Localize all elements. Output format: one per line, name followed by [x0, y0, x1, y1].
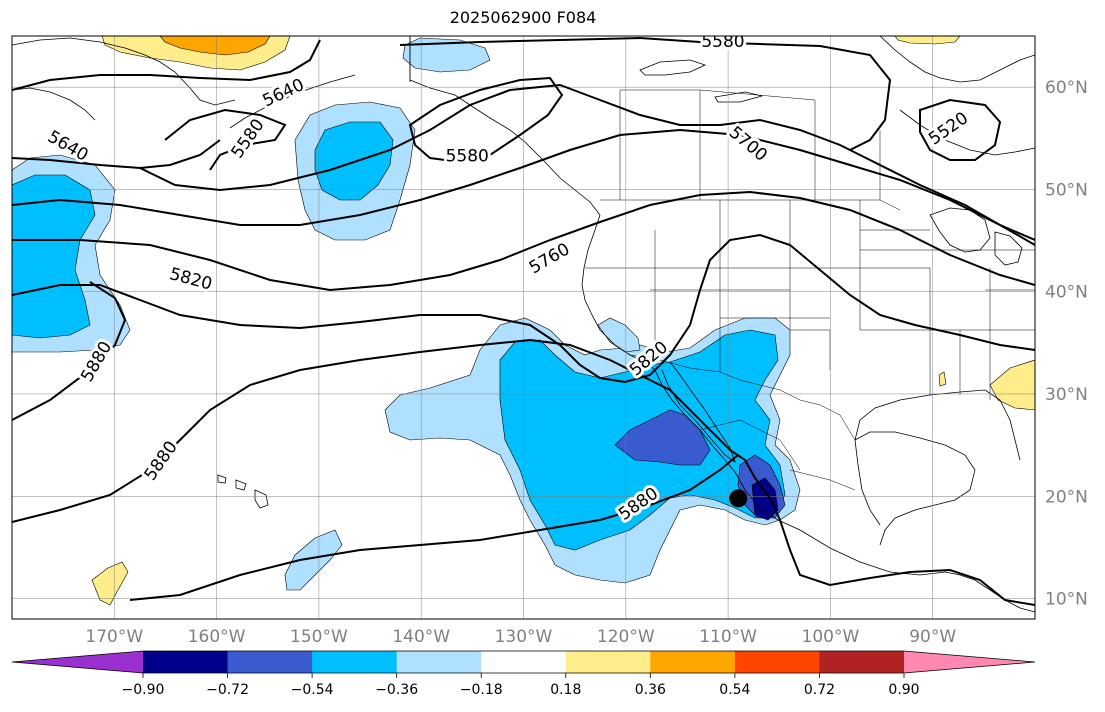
lat-tick-label: 60°N	[1045, 78, 1088, 98]
contour-5520	[919, 98, 1002, 161]
map-title: 2025062900 F084	[449, 8, 597, 27]
height-contours	[12, 36, 1035, 606]
contour-label-text: 5580	[446, 147, 489, 167]
contour-5580-north	[399, 36, 892, 151]
colorbar-tick-label: 0.36	[635, 682, 666, 698]
lon-tick-label: 90°W	[909, 627, 956, 647]
colorbar-segment	[650, 651, 736, 673]
alaska-peninsula	[229, 74, 356, 129]
colorbar-tick-label: 0.18	[550, 682, 581, 698]
colorbar-extend-high	[904, 651, 1035, 673]
lon-tick-label: 100°W	[802, 627, 860, 647]
positive-anomaly-bering-orange	[159, 36, 271, 56]
colorbar-segment	[396, 651, 482, 673]
colorbar-segment	[143, 651, 229, 673]
us-canada-border	[600, 199, 901, 211]
colorbar-segment	[312, 651, 398, 673]
baja-california	[661, 361, 736, 464]
longitude-labels: 170°W 160°W 150°W 140°W 130°W 120°W 110°W 100°W…	[85, 627, 956, 647]
lon-tick-label: 160°W	[188, 627, 246, 647]
kamchatka	[12, 87, 96, 121]
negative-anomaly-small-1	[284, 529, 343, 591]
negative-anomaly-darkest	[751, 477, 779, 521]
colorbar-tick-label: 0.54	[719, 682, 750, 698]
us-west-coast	[581, 214, 1035, 613]
positive-anomaly-hudson	[894, 36, 961, 45]
hawaii	[217, 474, 269, 509]
lat-tick-label: 20°N	[1045, 487, 1088, 507]
colorbar-tick-label: −0.54	[291, 682, 334, 698]
us-state-lines	[585, 200, 1035, 400]
colorbar-segment	[734, 651, 820, 673]
siberia-coast	[12, 37, 236, 106]
contour-5880-north	[12, 281, 127, 421]
lat-tick-label: 10°N	[1045, 590, 1088, 610]
contour-5580-low	[408, 76, 564, 164]
lat-tick-label: 40°N	[1045, 283, 1088, 303]
colorbar: −0.90 −0.72 −0.54 −0.36 −0.18 0.18 0.36 0.54 0.7…	[11, 650, 1036, 698]
svg-text:5580: 5580	[446, 147, 489, 167]
negative-anomaly-west-medium	[12, 174, 96, 339]
alaska-north	[639, 59, 763, 103]
colorbar-extend-low	[12, 651, 143, 673]
coastlines	[12, 36, 1035, 613]
contour-5760	[12, 190, 1035, 292]
negative-anomaly-small-2	[597, 317, 641, 353]
colorbar-tick-label: −0.72	[206, 682, 249, 698]
lon-tick-label: 140°W	[392, 627, 450, 647]
positive-anomaly-small	[938, 371, 947, 387]
colorbar-tick-label: −0.18	[460, 682, 503, 698]
contour-5640-2	[139, 83, 1035, 241]
colorbar-segment	[819, 651, 905, 673]
great-lakes	[929, 207, 1023, 266]
contour-5880	[12, 338, 1035, 606]
gulf-coast	[854, 431, 976, 546]
colorbar-tick-label: −0.36	[375, 682, 418, 698]
svg-text:5580: 5580	[701, 32, 744, 52]
colorbar-segment	[481, 651, 567, 673]
lon-tick-label: 110°W	[699, 627, 757, 647]
lat-tick-label: 30°N	[1045, 385, 1088, 405]
positive-anomaly-florida	[989, 359, 1035, 411]
lon-tick-label: 130°W	[495, 627, 553, 647]
contour-label-text: 5580	[701, 32, 744, 52]
map-frame	[11, 35, 1036, 620]
us-mexico-border	[629, 354, 856, 441]
negative-anomaly-gulf	[402, 37, 491, 73]
lon-tick-label: 120°W	[597, 627, 655, 647]
mexico-state-lines	[699, 419, 856, 491]
contour-5880-south	[129, 454, 739, 601]
colorbar-tick-label: 0.90	[888, 682, 919, 698]
contour-5580-west	[164, 108, 287, 171]
latitude-labels: 10°N 20°N 30°N 40°N 50°N 60°N	[1045, 78, 1088, 609]
lon-tick-label: 170°W	[85, 627, 143, 647]
positive-anomaly-southwest	[91, 561, 129, 606]
colorbar-tick-label: 0.72	[804, 682, 835, 698]
lon-tick-label: 150°W	[290, 627, 348, 647]
contour-5700	[12, 128, 1035, 246]
lat-tick-label: 50°N	[1045, 180, 1088, 200]
colorbar-segment	[227, 651, 313, 673]
negative-anomaly-dark	[614, 409, 711, 466]
contour-5640-west	[12, 39, 321, 91]
colorbar-tick-label: −0.90	[122, 682, 165, 698]
alaska-coast	[409, 36, 601, 216]
colorbar-segment	[565, 651, 651, 673]
contour-5820	[12, 233, 1035, 384]
storm-position-marker	[729, 489, 748, 508]
